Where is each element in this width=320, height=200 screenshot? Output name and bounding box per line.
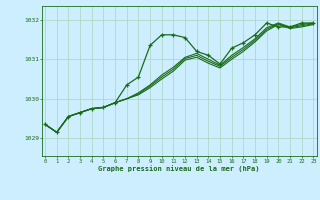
X-axis label: Graphe pression niveau de la mer (hPa): Graphe pression niveau de la mer (hPa) <box>99 165 260 172</box>
